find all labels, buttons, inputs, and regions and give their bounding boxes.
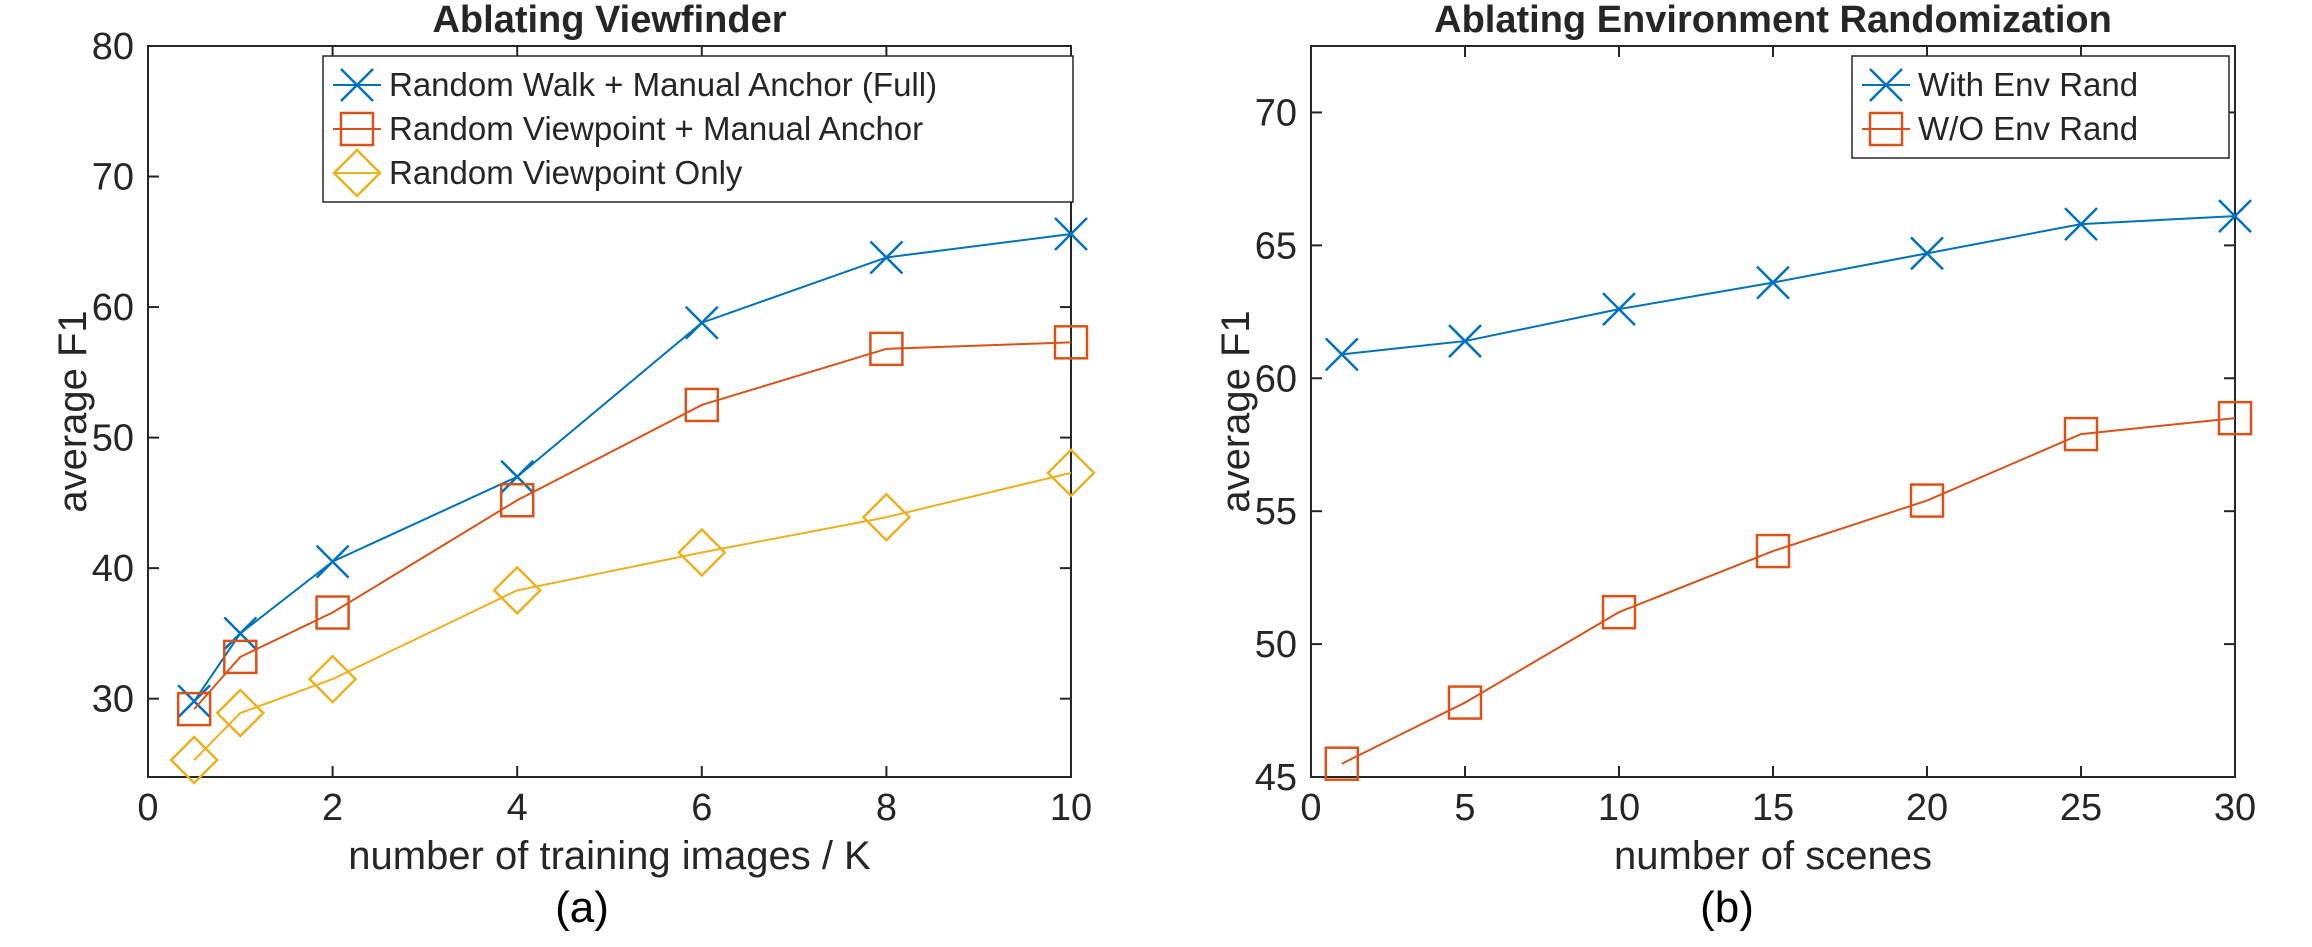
data-point (684, 305, 719, 340)
legend-label: Random Walk + Manual Anchor (Full) (389, 66, 937, 103)
data-point (2064, 207, 2098, 241)
y-tick-label: 45 (1255, 757, 1297, 799)
series-2 (169, 448, 1096, 785)
data-point (223, 616, 258, 651)
data-point (677, 527, 727, 578)
data-point (1447, 685, 1483, 720)
y-axis-label: average F1 (51, 310, 95, 512)
data-point (1324, 337, 1359, 372)
y-tick-label: 50 (1255, 624, 1297, 666)
x-tick-label: 8 (876, 787, 897, 829)
y-tick-label: 65 (1255, 225, 1297, 267)
data-point (861, 492, 912, 543)
data-point (499, 483, 535, 518)
legend: Random Walk + Manual Anchor (Full) Random… (322, 55, 1074, 203)
data-point (315, 544, 350, 579)
data-point (869, 240, 904, 275)
legend-marker (1868, 111, 1904, 147)
data-point (169, 735, 219, 785)
legend-label: Random Viewpoint Only (389, 154, 743, 191)
x-tick-label: 4 (507, 787, 528, 829)
data-point (315, 595, 350, 630)
x-tick-label: 0 (1300, 787, 1321, 829)
y-tick-label: 80 (92, 26, 134, 68)
y-tick-label: 40 (92, 548, 134, 590)
data-point (500, 459, 535, 494)
chart-title: Ablating Viewfinder (432, 0, 786, 41)
legend-marker (1869, 68, 1903, 102)
figure-caption: (a) (555, 883, 609, 932)
legend-marker (339, 111, 375, 147)
chart-a: 0 2 4 6 8 10 30 40 50 60 70 80 Ablating Viewfinder nu… (51, 0, 1096, 932)
data-point (223, 639, 258, 675)
x-axis-label: number of training images / K (348, 834, 871, 878)
x-tick-label: 5 (1454, 787, 1475, 829)
x-tick-label: 20 (1906, 787, 1948, 829)
y-tick-label: 70 (1255, 92, 1297, 134)
x-tick-label: 15 (1752, 787, 1794, 829)
legend: With Env Rand W/O Env Rand (1851, 55, 2230, 159)
x-tick-label: 30 (2214, 787, 2256, 829)
series-0 (177, 217, 1088, 719)
data-point (684, 387, 720, 423)
plot-area (1310, 45, 2236, 778)
data-point (492, 565, 542, 616)
x-tick-label: 0 (137, 787, 158, 829)
legend-label: Random Viewpoint + Manual Anchor (389, 110, 923, 147)
data-point (215, 688, 266, 738)
data-point (176, 691, 212, 727)
legend-box (322, 55, 1074, 203)
data-point (1755, 533, 1791, 569)
series-line (193, 471, 1072, 761)
legend-label: W/O Env Rand (1918, 110, 2138, 147)
chart-b: 0 5 10 15 20 25 30 45 50 55 60 65 70 Ablating Environ… (1214, 0, 2256, 932)
series-0 (1324, 199, 2252, 372)
data-point (177, 684, 212, 719)
series-line (193, 341, 1072, 710)
figure-caption: (b) (1700, 883, 1754, 932)
x-tick-label: 25 (2060, 787, 2102, 829)
series-1 (176, 325, 1089, 727)
x-tick-label: 2 (322, 787, 343, 829)
data-point (307, 654, 358, 704)
data-point (1756, 265, 1790, 300)
y-tick-label: 30 (92, 679, 134, 721)
data-point (1053, 325, 1089, 360)
x-axis-label: number of scenes (1614, 834, 1932, 878)
series-line (1341, 417, 2236, 765)
data-point (1909, 483, 1945, 518)
legend-label: With Env Rand (1918, 66, 2138, 103)
data-point (1601, 594, 1637, 630)
data-point (1448, 324, 1482, 358)
y-tick-label: 60 (1255, 358, 1297, 400)
data-point (869, 331, 904, 367)
data-point (1054, 217, 1088, 251)
data-point (2063, 416, 2099, 452)
series-1 (1324, 400, 2253, 781)
data-point (1046, 448, 1096, 498)
y-tick-label: 50 (92, 418, 134, 460)
legend-marker (332, 148, 382, 198)
data-point (2217, 400, 2253, 436)
y-tick-label: 70 (92, 157, 134, 199)
x-tick-label: 6 (691, 787, 712, 829)
data-point (1910, 236, 1944, 271)
x-tick-label: 10 (1598, 787, 1640, 829)
x-tick-label: 10 (1050, 787, 1092, 829)
y-tick-label: 60 (92, 287, 134, 329)
data-point (1324, 746, 1360, 781)
chart-title: Ablating Environment Randomization (1434, 0, 2112, 41)
data-point (2218, 199, 2252, 234)
data-point (1602, 292, 1636, 327)
y-tick-label: 55 (1255, 491, 1297, 533)
y-axis-label: average F1 (1214, 310, 1258, 512)
legend-marker (340, 68, 374, 102)
legend-box (1851, 55, 2230, 159)
